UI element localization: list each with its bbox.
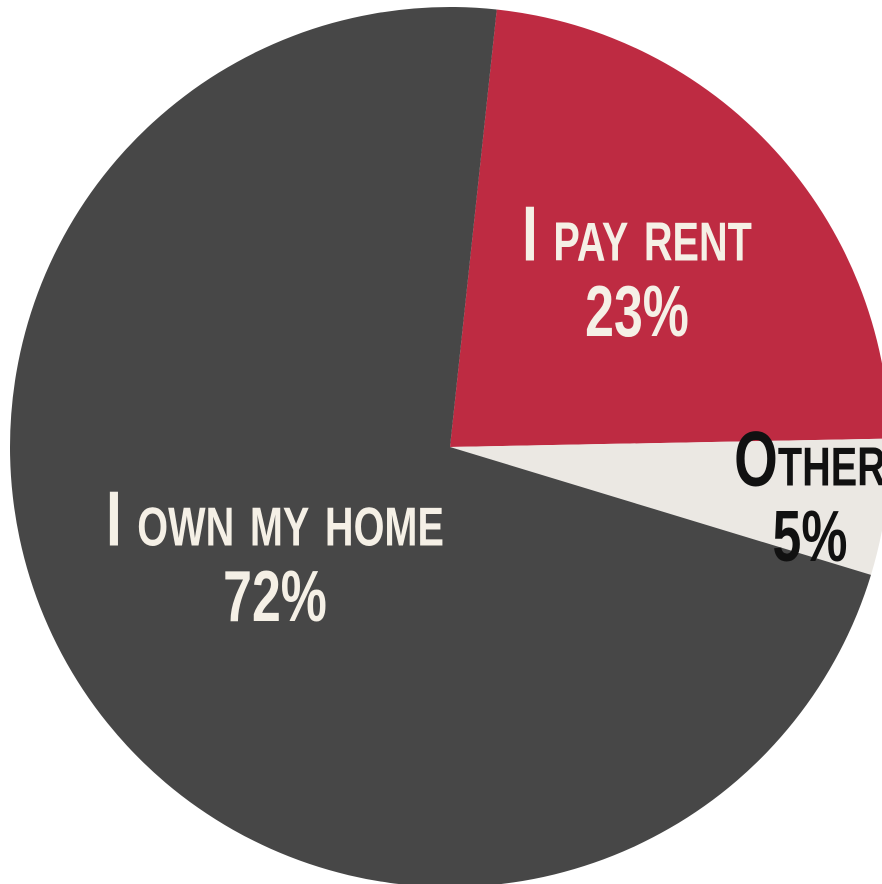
value-label: 23%	[585, 272, 689, 352]
pie-slice	[450, 438, 882, 575]
category-label: I own my home	[106, 476, 444, 563]
pie-slice	[450, 9, 882, 447]
category-label: Other	[734, 416, 882, 503]
value-label: 5%	[773, 497, 848, 577]
value-label: 72%	[223, 557, 327, 637]
pie-slice	[10, 7, 871, 884]
category-label: I pay rent	[522, 191, 752, 278]
